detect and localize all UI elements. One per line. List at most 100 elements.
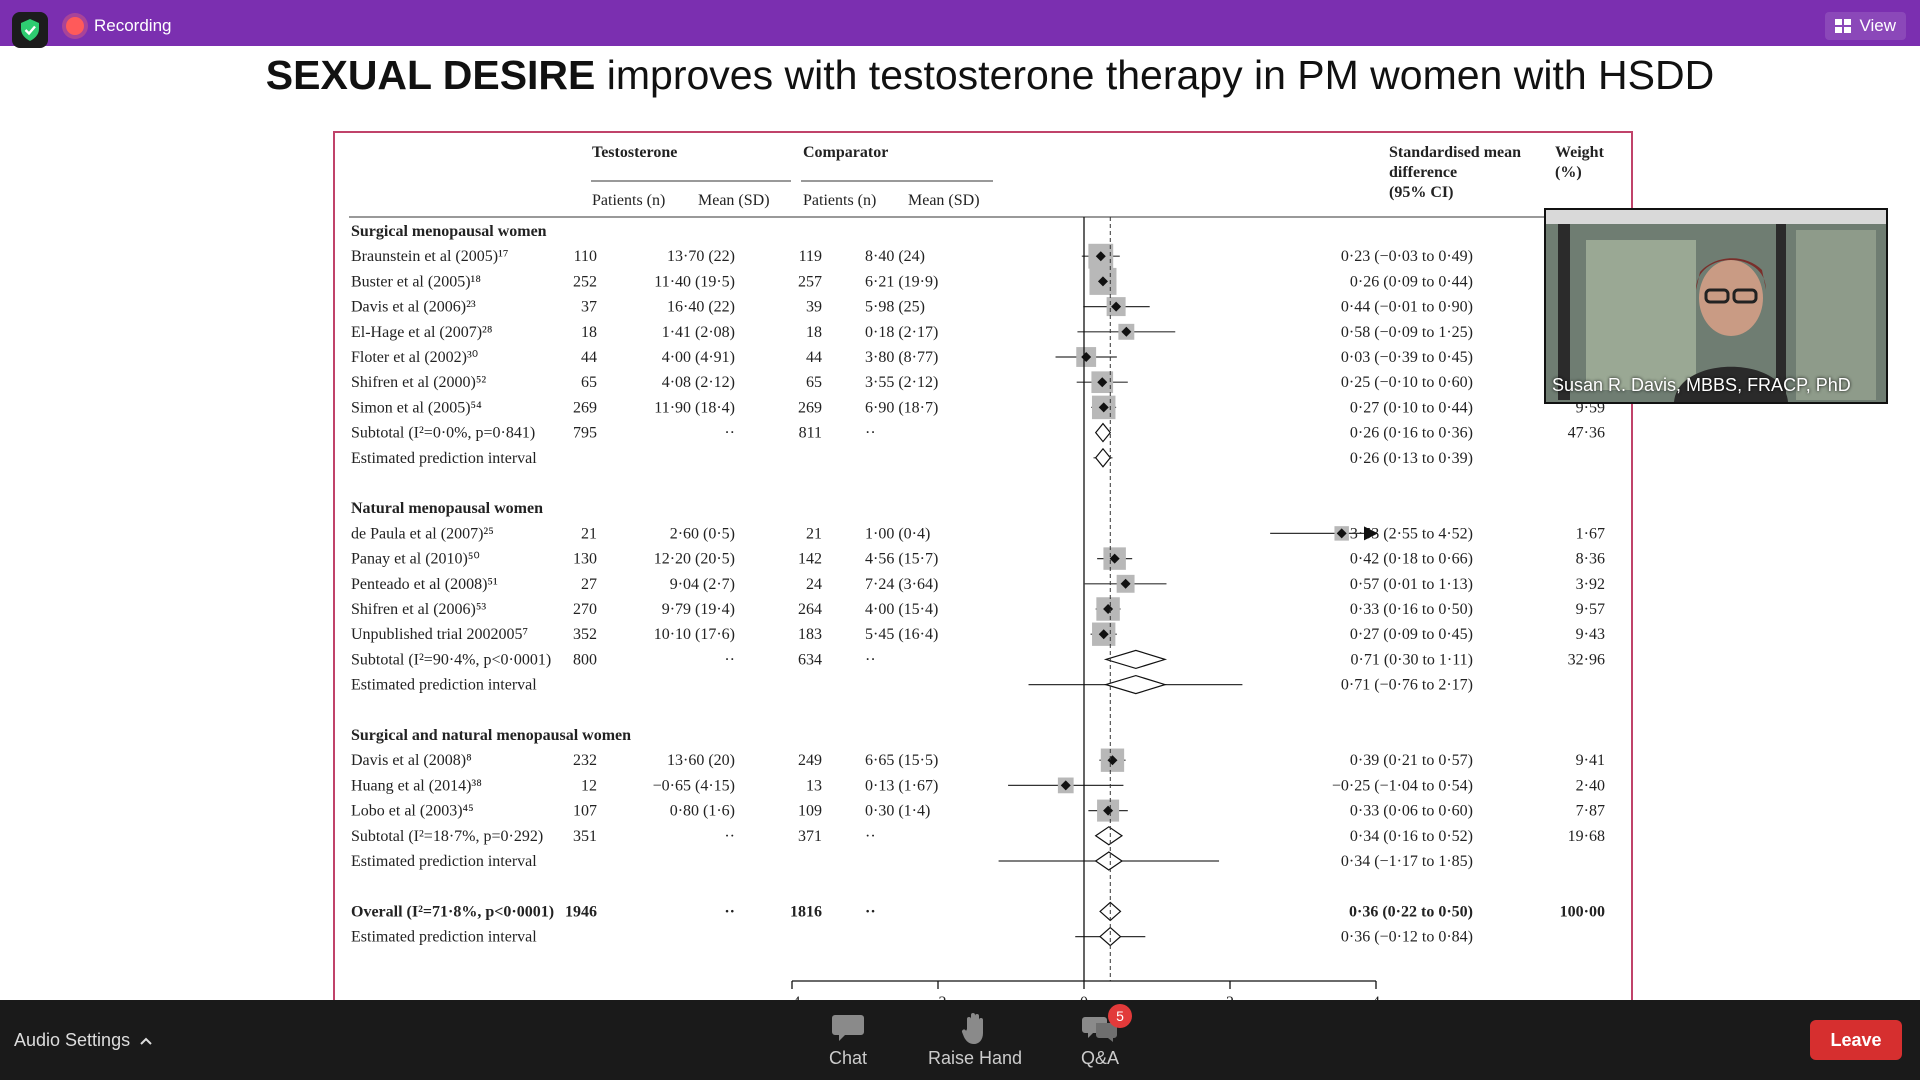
row-study-name: Estimated prediction interval — [351, 853, 537, 870]
row-testosterone-mean: 11·40 (19·5) — [654, 273, 735, 290]
row-study-name: Subtotal (I²=0·0%, p=0·841) — [351, 425, 535, 442]
row-ci-text: 0·34 (0·16 to 0·52) — [1350, 828, 1473, 845]
row-comparator-n: 269 — [798, 399, 822, 416]
row-study-name: Lobo et al (2003)⁴⁵ — [351, 803, 474, 820]
row-ci-text: 0·33 (0·16 to 0·50) — [1350, 601, 1473, 618]
leave-button[interactable]: Leave — [1810, 1020, 1902, 1060]
row-comparator-mean: 1·00 (0·4) — [865, 525, 930, 542]
row-comparator-n: 44 — [806, 349, 822, 366]
row-study-name: Simon et al (2005)⁵⁴ — [351, 399, 482, 416]
chat-label: Chat — [828, 1048, 868, 1068]
row-testosterone-n: 12 — [581, 777, 597, 794]
header-comparator-mean: Mean (SD) — [908, 192, 980, 209]
row-testosterone-mean: 12·20 (20·5) — [654, 551, 735, 568]
row-ci-text: 3·53 (2·55 to 4·52) — [1350, 525, 1473, 542]
raise-hand-icon — [961, 1013, 983, 1044]
view-button[interactable]: View — [1825, 12, 1906, 40]
row-ci-text: 0·58 (−0·09 to 1·25) — [1341, 324, 1473, 341]
recording-label: Recording — [94, 16, 172, 35]
row-comparator-mean: 0·18 (2·17) — [865, 324, 938, 341]
row-study-name: Subtotal (I²=90·4%, p<0·0001) — [351, 651, 551, 668]
row-testosterone-mean: 11·90 (18·4) — [654, 399, 735, 416]
speaker-video[interactable]: Susan R. Davis, MBBS, FRACP, PhD — [1544, 208, 1888, 404]
row-study-name: Davis et al (2006)²³ — [351, 299, 476, 316]
row-point-marker — [1098, 402, 1109, 413]
row-study-name: Estimated prediction interval — [351, 450, 537, 467]
row-weight: 8·36 — [1576, 551, 1605, 568]
row-testosterone-mean: ·· — [724, 425, 735, 442]
row-summary-diamond — [1094, 851, 1124, 871]
row-weight: 9·41 — [1576, 752, 1605, 769]
row-point-marker — [1060, 780, 1071, 791]
header-smd-line: (95% CI) — [1389, 184, 1453, 201]
raise-hand-button[interactable]: Raise Hand — [925, 1008, 1025, 1069]
section-title: Surgical and natural menopausal women — [351, 727, 631, 744]
row-study-name: Shifren et al (2000)⁵² — [351, 374, 486, 391]
row-study-name: Subtotal (I²=18·7%, p=0·292) — [351, 828, 543, 845]
row-ci-text: 0·27 (0·09 to 0·45) — [1350, 626, 1473, 643]
slide-title: SEXUAL DESIRE improves with testosterone… — [0, 52, 1920, 99]
row-comparator-n: 18 — [806, 324, 822, 341]
row-testosterone-n: 252 — [573, 273, 597, 290]
audio-settings-button[interactable]: Audio Settings — [14, 1030, 152, 1051]
row-comparator-mean: 6·21 (19·9) — [865, 273, 938, 290]
row-ci-text: −0·25 (−1·04 to 0·54) — [1332, 777, 1473, 794]
recording-icon — [66, 17, 84, 35]
row-ci-text: 0·26 (0·16 to 0·36) — [1350, 425, 1473, 442]
row-study-name: Braunstein et al (2005)¹⁷ — [351, 248, 508, 265]
header-smd-line: Standardised mean — [1389, 144, 1521, 161]
row-study-name: de Paula et al (2007)²⁵ — [351, 525, 494, 542]
row-overflow-arrow — [1364, 526, 1378, 541]
section-title: Surgical menopausal women — [351, 223, 547, 240]
row-comparator-mean: 3·80 (8·77) — [865, 349, 938, 366]
row-comparator-n: 119 — [799, 248, 822, 265]
row-ci-text: 0·34 (−1·17 to 1·85) — [1341, 853, 1473, 870]
row-testosterone-n: 1946 — [565, 903, 597, 920]
row-point-marker — [1336, 528, 1347, 539]
row-weight: 1·67 — [1576, 525, 1605, 542]
recording-indicator[interactable]: Recording — [66, 16, 172, 36]
row-comparator-n: 371 — [798, 828, 822, 845]
row-ci-text: 0·71 (−0·76 to 2·17) — [1341, 677, 1473, 694]
row-testosterone-mean: 10·10 (17·6) — [654, 626, 735, 643]
row-comparator-n: 257 — [798, 273, 822, 290]
row-weight: 3·92 — [1576, 576, 1605, 593]
row-comparator-mean: 4·00 (15·4) — [865, 601, 938, 618]
view-label: View — [1859, 16, 1896, 35]
row-comparator-mean: 8·40 (24) — [865, 248, 925, 265]
header-weight-line: Weight — [1555, 144, 1605, 161]
row-weight: 9·43 — [1576, 626, 1605, 643]
header-comparator: Comparator — [803, 144, 888, 161]
row-ci-text: 0·03 (−0·39 to 0·45) — [1341, 349, 1473, 366]
slide-title-rest: improves with testosterone therapy in PM… — [595, 52, 1715, 98]
row-testosterone-mean: 9·79 (19·4) — [662, 601, 735, 618]
chat-icon — [832, 1015, 864, 1041]
qa-button[interactable]: 5 Q&A — [1050, 1004, 1150, 1069]
row-point-marker — [1121, 326, 1132, 337]
row-comparator-n: 13 — [806, 777, 822, 794]
row-testosterone-n: 110 — [574, 248, 597, 265]
security-shield-icon[interactable] — [12, 12, 48, 48]
row-ci-text: 0·26 (0·09 to 0·44) — [1350, 273, 1473, 290]
row-point-marker — [1081, 352, 1092, 362]
row-comparator-mean: ·· — [865, 651, 876, 668]
qa-label: Q&A — [1080, 1048, 1119, 1068]
header-testosterone-patients: Patients (n) — [592, 192, 665, 209]
row-summary-diamond — [1094, 826, 1124, 846]
row-study-name: El-Hage et al (2007)²⁸ — [351, 324, 492, 341]
row-study-name: Unpublished trial 2002005⁷ — [351, 626, 528, 643]
row-study-name: Davis et al (2008)⁸ — [351, 752, 472, 769]
row-point-marker — [1109, 553, 1120, 564]
row-weight: 2·40 — [1576, 777, 1605, 794]
chat-button[interactable]: Chat — [798, 1008, 898, 1069]
row-testosterone-n: 270 — [573, 601, 597, 618]
row-summary-diamond — [1103, 674, 1168, 695]
row-ci-text: 0·27 (0·10 to 0·44) — [1350, 399, 1473, 416]
row-ci-text: 0·57 (0·01 to 1·13) — [1350, 576, 1473, 593]
row-testosterone-n: 351 — [573, 828, 597, 845]
row-ci-text: 0·36 (0·22 to 0·50) — [1349, 903, 1473, 920]
row-study-name: Estimated prediction interval — [351, 929, 537, 946]
row-weight: 32·96 — [1568, 651, 1605, 668]
row-ci-text: 0·71 (0·30 to 1·11) — [1351, 651, 1474, 668]
row-study-name: Huang et al (2014)³⁸ — [351, 777, 482, 794]
